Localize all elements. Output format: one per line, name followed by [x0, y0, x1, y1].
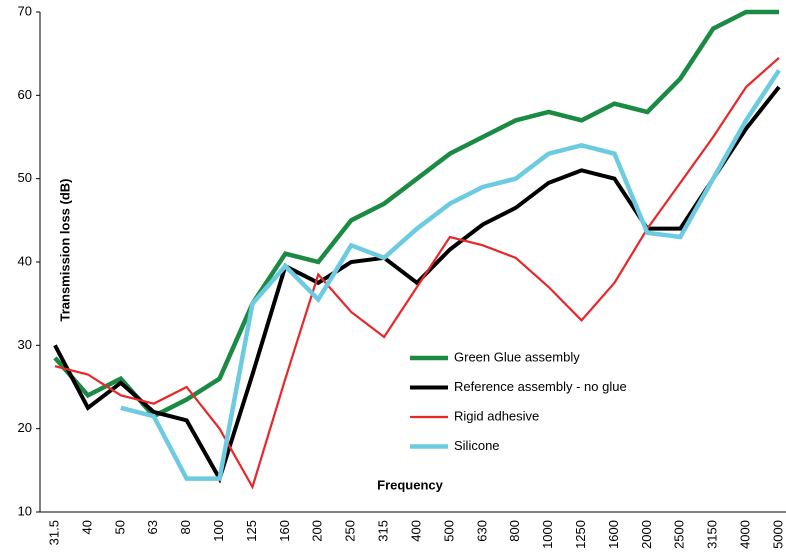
x-tick-label: 160: [277, 520, 292, 542]
x-tick-label: 1000: [540, 520, 555, 549]
x-tick-label: 63: [145, 520, 160, 534]
y-tick-label: 60: [18, 87, 32, 102]
y-tick-label: 70: [18, 3, 32, 18]
x-tick-label: 200: [310, 520, 325, 542]
x-tick-label: 250: [343, 520, 358, 542]
y-tick-label: 40: [18, 253, 32, 268]
legend-label: Reference assembly - no glue: [454, 379, 627, 394]
x-tick-label: 31.5: [46, 520, 61, 545]
y-axis-label: Transmission loss (dB): [57, 178, 72, 321]
x-tick-label: 1600: [606, 520, 621, 549]
y-tick-label: 20: [18, 420, 32, 435]
x-tick-label: 1250: [573, 520, 588, 549]
x-axis-label: Frequency: [377, 477, 444, 492]
legend-label: Silicone: [454, 438, 500, 453]
series-line: [54, 57, 780, 490]
x-tick-label: 630: [474, 520, 489, 542]
x-tick-label: 125: [244, 520, 259, 542]
x-tick-label: 4000: [738, 520, 753, 549]
x-tick-label: 100: [211, 520, 226, 542]
x-tick-label: 5000: [770, 520, 785, 549]
x-tick-label: 3150: [705, 520, 720, 549]
x-tick-label: 500: [441, 520, 456, 542]
series-line: [120, 69, 781, 481]
x-tick-label: 2000: [639, 520, 654, 549]
x-tick-label: 400: [408, 520, 423, 542]
x-tick-label: 315: [376, 520, 391, 542]
series-line: [53, 9, 779, 419]
x-tick-label: 50: [112, 520, 127, 534]
y-tick-label: 30: [18, 337, 32, 352]
legend-label: Rigid adhesive: [454, 408, 539, 423]
x-tick-label: 40: [79, 520, 94, 534]
x-tick-label: 2500: [672, 520, 687, 549]
x-tick-label: 800: [507, 520, 522, 542]
x-tick-label: 80: [178, 520, 193, 534]
legend-label: Green Glue assembly: [454, 349, 580, 364]
y-tick-label: 10: [18, 503, 32, 518]
series-line: [53, 85, 781, 484]
y-tick-label: 50: [18, 170, 32, 185]
